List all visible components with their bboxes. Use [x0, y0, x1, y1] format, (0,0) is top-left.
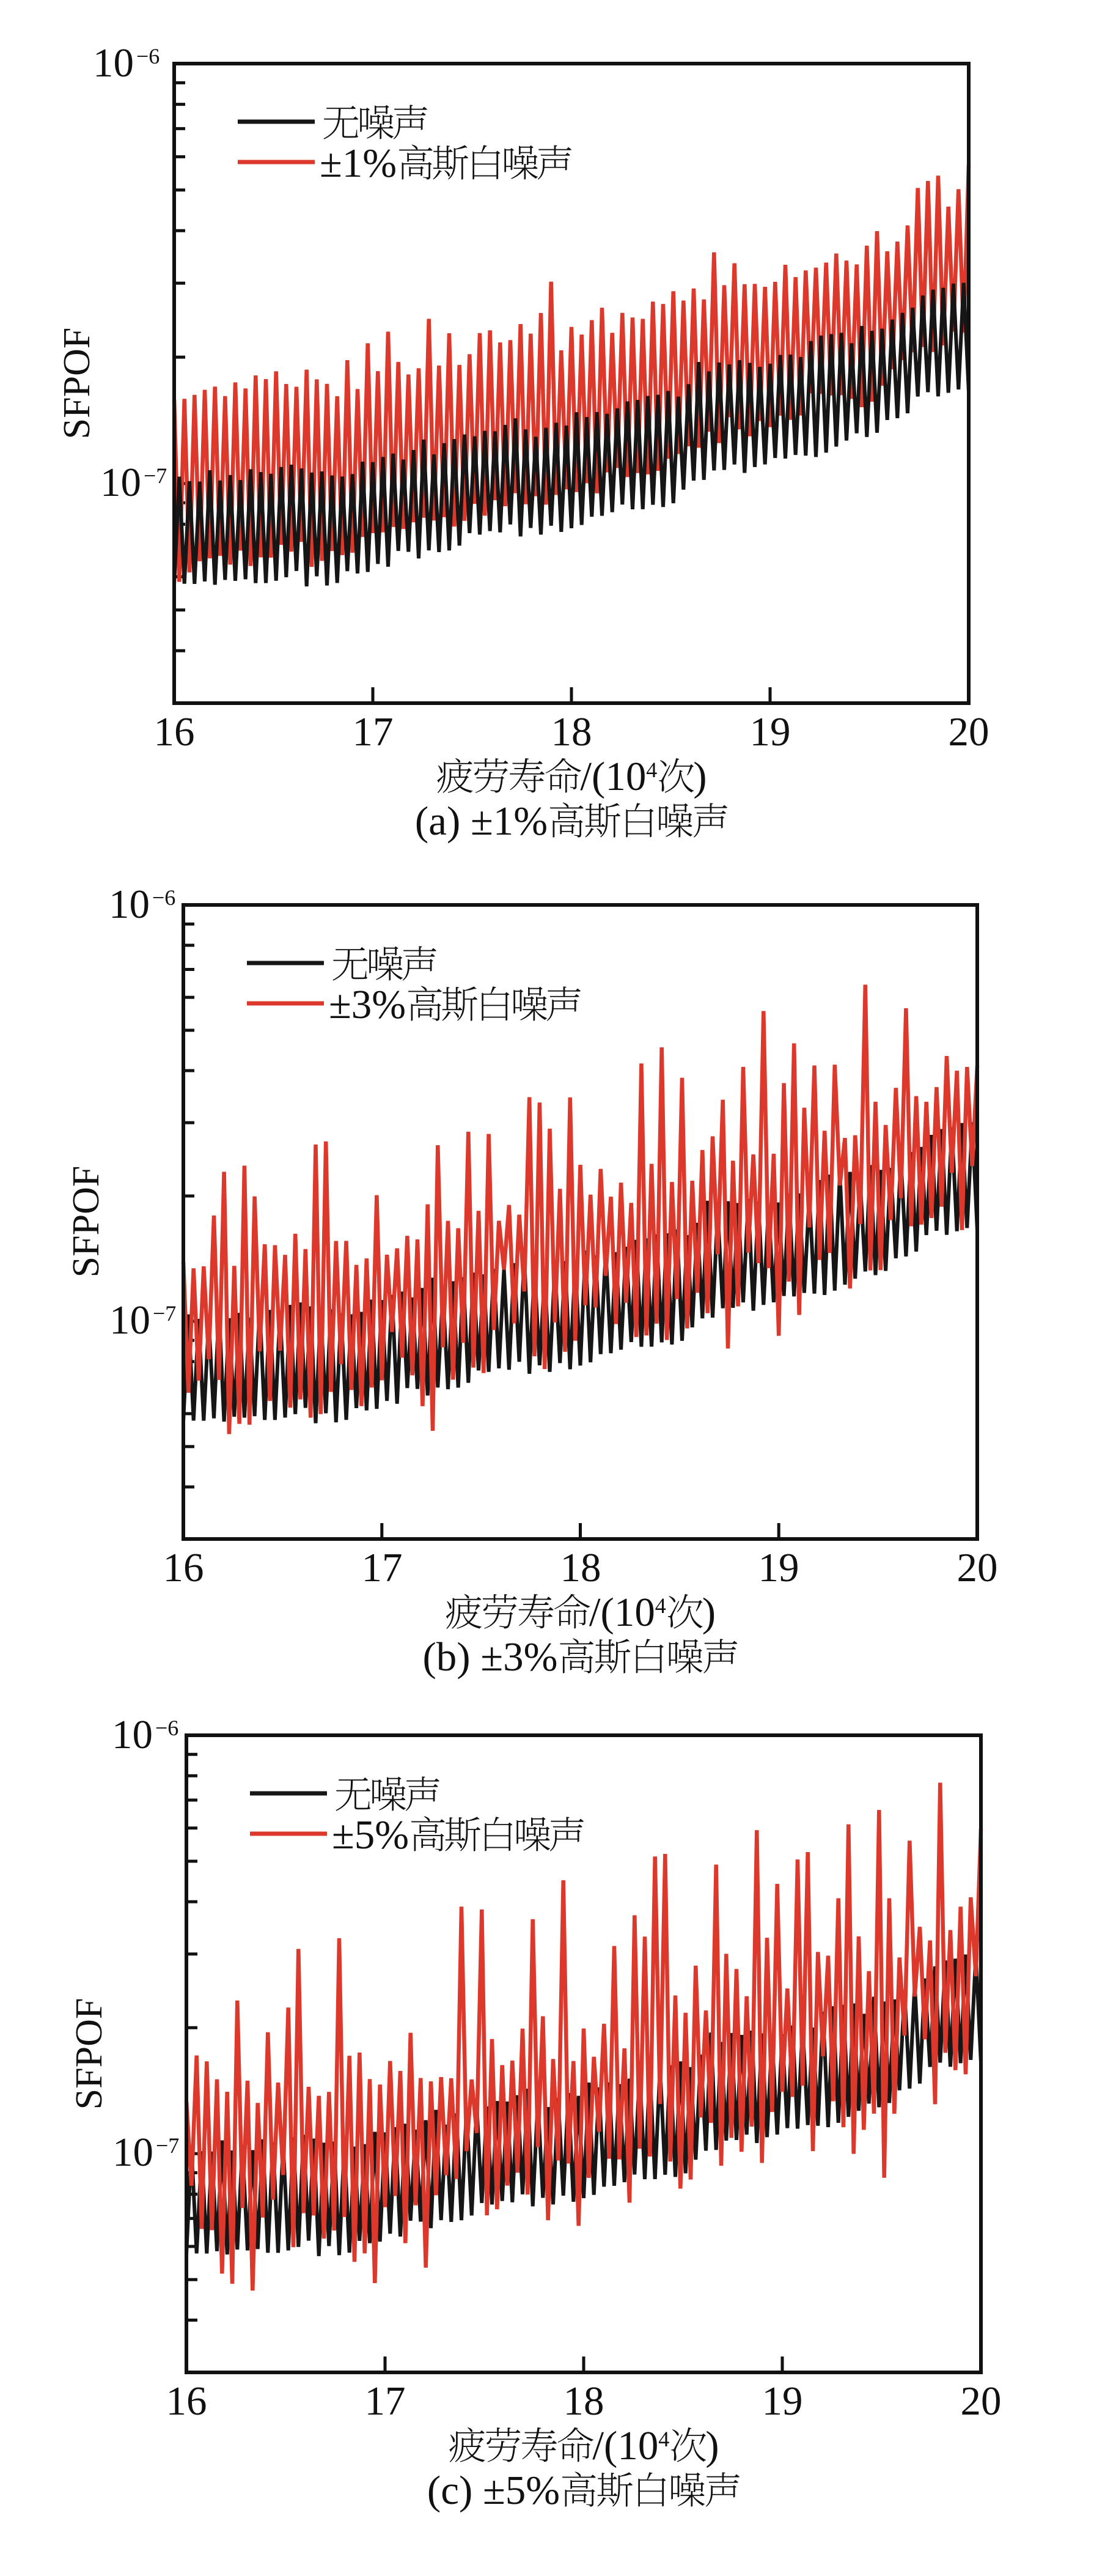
- svg-text:20: 20: [949, 709, 989, 755]
- svg-text:SFPOF: SFPOF: [56, 328, 98, 440]
- svg-text:10: 10: [100, 460, 141, 505]
- svg-text:SFPOF: SFPOF: [65, 1166, 107, 1278]
- svg-text:16: 16: [154, 709, 195, 755]
- svg-text:−6: −6: [152, 885, 175, 910]
- svg-text:/(10: /(10: [580, 754, 646, 799]
- svg-text:SFPOF: SFPOF: [68, 1998, 110, 2110]
- svg-text:±3%: ±3%: [329, 982, 406, 1027]
- svg-text:19: 19: [750, 709, 791, 755]
- svg-text:10: 10: [112, 1712, 153, 1757]
- svg-text:(a) ±1%: (a) ±1%: [415, 799, 548, 844]
- svg-text:19: 19: [758, 1545, 799, 1590]
- svg-text:): ): [702, 1590, 716, 1635]
- svg-text:(c) ±5%: (c) ±5%: [427, 2468, 560, 2513]
- svg-text:20: 20: [961, 2379, 1002, 2424]
- svg-text:(b) ±3%: (b) ±3%: [423, 1634, 558, 1680]
- svg-text:10: 10: [109, 882, 150, 927]
- svg-text:18: 18: [551, 709, 592, 755]
- svg-text:4: 4: [655, 1593, 666, 1618]
- svg-text:17: 17: [362, 1545, 403, 1590]
- svg-text:−7: −7: [156, 2133, 179, 2158]
- svg-text:4: 4: [646, 758, 657, 782]
- svg-text:4: 4: [658, 2427, 669, 2451]
- svg-text:18: 18: [560, 1545, 601, 1590]
- svg-text:−7: −7: [153, 1301, 176, 1326]
- svg-text:): ): [693, 754, 707, 799]
- svg-text:/(10: /(10: [589, 1590, 655, 1635]
- svg-text:−7: −7: [144, 463, 167, 488]
- svg-text:10: 10: [112, 2130, 153, 2175]
- svg-text:18: 18: [564, 2379, 604, 2424]
- svg-text:10: 10: [109, 1297, 150, 1343]
- svg-text:16: 16: [163, 1545, 204, 1590]
- svg-text:/(10: /(10: [592, 2423, 658, 2468]
- svg-text:±5%: ±5%: [332, 1812, 409, 1858]
- svg-text:17: 17: [365, 2379, 406, 2424]
- svg-text:): ): [705, 2423, 719, 2468]
- svg-text:20: 20: [957, 1545, 998, 1590]
- svg-text:17: 17: [353, 709, 394, 755]
- svg-text:−6: −6: [155, 1716, 178, 1740]
- svg-text:−6: −6: [136, 44, 160, 68]
- svg-text:±1%: ±1%: [320, 141, 397, 186]
- svg-text:19: 19: [762, 2379, 803, 2424]
- svg-text:16: 16: [166, 2379, 207, 2424]
- svg-text:10: 10: [93, 40, 134, 86]
